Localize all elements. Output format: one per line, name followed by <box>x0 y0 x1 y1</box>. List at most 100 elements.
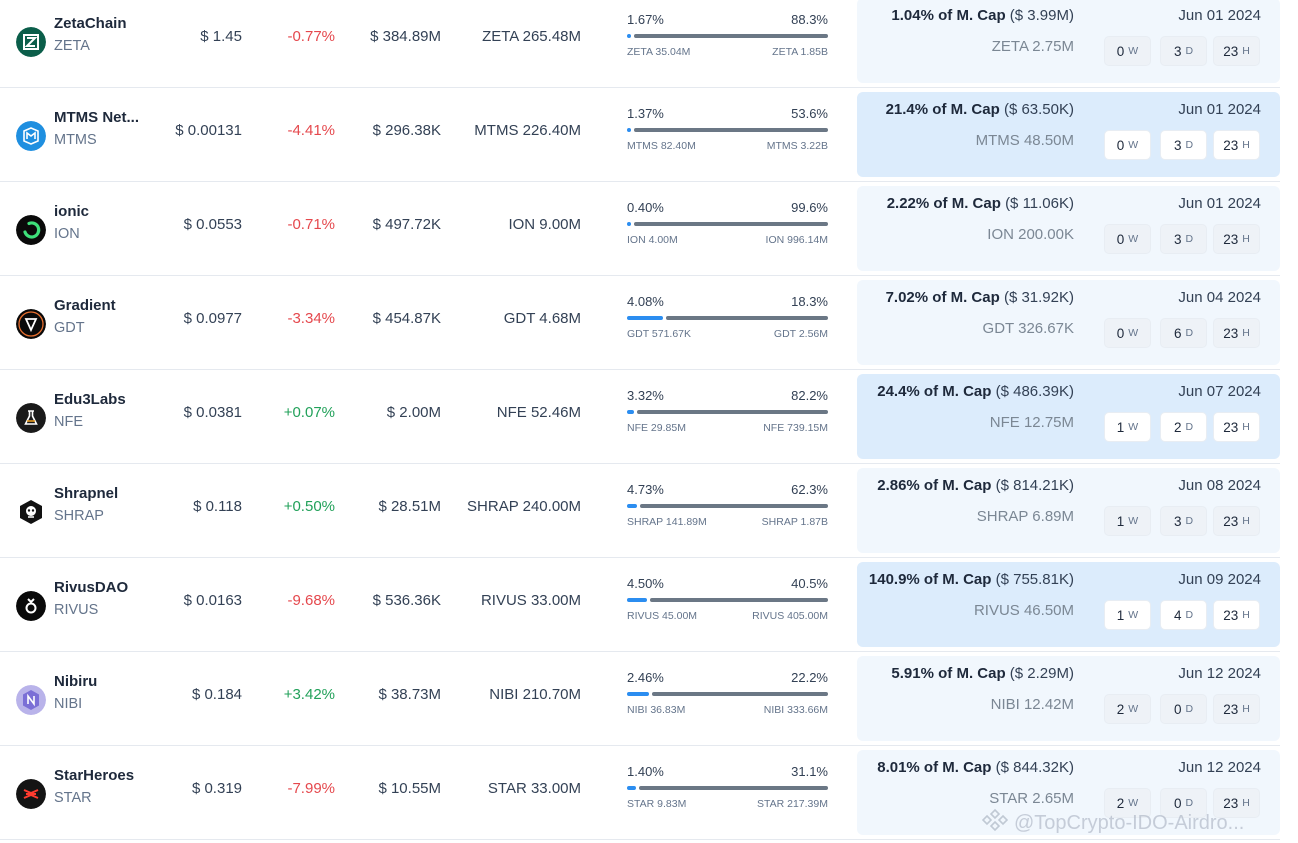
token-name[interactable]: Edu3Labs <box>54 391 126 408</box>
total-amount: ZETA 1.85B <box>772 46 828 58</box>
token-ticker: NIBI <box>54 696 83 712</box>
supply-distribution: 0.40% 99.6% ION 4.00M ION 996.14M <box>627 200 828 250</box>
unlock-market-cap-share: 8.01% of M. Cap ($ 844.32K) <box>877 759 1074 776</box>
token-name[interactable]: Nibiru <box>54 673 98 690</box>
unlock-card[interactable]: 5.91% of M. Cap ($ 2.29M) NIBI 12.42M Ju… <box>857 656 1280 741</box>
unlock-card[interactable]: 1.04% of M. Cap ($ 3.99M) ZETA 2.75M Jun… <box>857 0 1280 83</box>
table-row[interactable]: ZetaChain ZETA $ 1.45 -0.77% $ 384.89M Z… <box>0 0 1280 88</box>
market-cap: $ 384.89M <box>370 28 441 45</box>
table-row[interactable]: ionic ION $ 0.0553 -0.71% $ 497.72K ION … <box>0 182 1280 276</box>
unlock-date: Jun 04 2024 <box>1178 289 1261 306</box>
market-cap: $ 454.87K <box>372 310 441 327</box>
token-ticker: RIVUS <box>54 602 99 618</box>
unlock-percent: 24.4% of M. Cap <box>877 383 992 400</box>
unlock-amount: SHRAP 6.89M <box>976 508 1074 525</box>
unlock-value: ($ 31.92K) <box>1003 289 1074 306</box>
table-row[interactable]: MTMS Net... MTMS $ 0.00131 -4.41% $ 296.… <box>0 88 1280 182</box>
locked-percent: 62.3% <box>791 482 828 497</box>
unlock-amount: GDT 326.67K <box>982 320 1074 337</box>
token-name[interactable]: Shrapnel <box>54 485 119 502</box>
unlock-percent: 8.01% of M. Cap <box>877 759 992 776</box>
unlock-card[interactable]: 21.4% of M. Cap ($ 63.50K) MTMS 48.50M J… <box>857 92 1280 177</box>
circulating-percent: 4.73% <box>627 482 664 497</box>
circulating-amount: NFE 29.85M <box>627 422 686 434</box>
unlock-card[interactable]: 8.01% of M. Cap ($ 844.32K) STAR 2.65M J… <box>857 750 1280 835</box>
countdown-hours: 23 H <box>1213 224 1260 254</box>
unlock-card[interactable]: 2.22% of M. Cap ($ 11.06K) ION 200.00K J… <box>857 186 1280 271</box>
price-change: +0.07% <box>283 404 335 421</box>
token-price: $ 0.0977 <box>183 310 242 327</box>
table-row[interactable]: Edu3Labs NFE $ 0.0381 +0.07% $ 2.00M NFE… <box>0 370 1280 464</box>
supply-distribution: 1.37% 53.6% MTMS 82.40M MTMS 3.22B <box>627 106 828 156</box>
token-name[interactable]: RivusDAO <box>54 579 129 596</box>
total-amount: SHRAP 1.87B <box>761 516 828 528</box>
unlock-card[interactable]: 2.86% of M. Cap ($ 814.21K) SHRAP 6.89M … <box>857 468 1280 553</box>
circulating-amount: GDT 571.67K <box>627 328 692 340</box>
table-row[interactable]: Nibiru NIBI $ 0.184 +3.42% $ 38.73M NIBI… <box>0 652 1280 746</box>
unlock-date: Jun 01 2024 <box>1178 101 1261 118</box>
total-amount: NFE 739.15M <box>763 422 828 434</box>
token-price: $ 0.184 <box>191 686 242 703</box>
table-row[interactable]: Shrapnel SHRAP $ 0.118 +0.50% $ 28.51M S… <box>0 464 1280 558</box>
unlock-card[interactable]: 24.4% of M. Cap ($ 486.39K) NFE 12.75M J… <box>857 374 1280 459</box>
market-cap: $ 10.55M <box>378 780 441 797</box>
circulating-amount: RIVUS 45.00M <box>627 610 698 622</box>
locked-percent: 53.6% <box>791 106 828 121</box>
market-cap: $ 2.00M <box>386 404 441 421</box>
unlock-date: Jun 07 2024 <box>1178 383 1261 400</box>
token-name[interactable]: ZetaChain <box>54 15 127 32</box>
token-ticker: MTMS <box>54 132 97 148</box>
table-row[interactable]: RivusDAO RIVUS $ 0.0163 -9.68% $ 536.36K… <box>0 558 1280 652</box>
market-cap: $ 296.38K <box>372 122 441 139</box>
table-row[interactable]: StarHeroes STAR $ 0.319 -7.99% $ 10.55M … <box>0 746 1280 840</box>
circulating-percent: 0.40% <box>627 200 664 215</box>
unlock-market-cap-share: 24.4% of M. Cap ($ 486.39K) <box>877 383 1074 400</box>
unlock-amount: NFE 12.75M <box>989 414 1074 431</box>
unlock-percent: 140.9% of M. Cap <box>868 571 992 588</box>
locked-percent: 40.5% <box>791 576 828 591</box>
unlock-value: ($ 3.99M) <box>1009 7 1074 24</box>
unlock-card[interactable]: 140.9% of M. Cap ($ 755.81K) RIVUS 46.50… <box>857 562 1280 647</box>
unlock-value: ($ 11.06K) <box>1005 195 1074 212</box>
circulating-percent: 1.40% <box>627 764 664 779</box>
circulating-supply: RIVUS 33.00M <box>480 592 581 609</box>
circulating-amount: ZETA 35.04M <box>627 46 691 58</box>
table-row[interactable]: Gradient GDT $ 0.0977 -3.34% $ 454.87K G… <box>0 276 1280 370</box>
unlock-value: ($ 63.50K) <box>1003 101 1074 118</box>
token-price: $ 0.0553 <box>183 216 242 233</box>
price-change: -7.99% <box>287 780 335 797</box>
gradient-icon <box>16 309 46 339</box>
countdown-hours: 23 H <box>1213 318 1260 348</box>
total-amount: ION 996.14M <box>765 234 828 246</box>
token-name[interactable]: ionic <box>54 203 90 220</box>
unlock-market-cap-share: 2.86% of M. Cap ($ 814.21K) <box>877 477 1074 494</box>
token-name[interactable]: Gradient <box>54 297 116 314</box>
market-cap: $ 28.51M <box>378 498 441 515</box>
unlock-value: ($ 844.32K) <box>995 759 1074 776</box>
price-change: -0.77% <box>287 28 335 45</box>
unlock-card[interactable]: 7.02% of M. Cap ($ 31.92K) GDT 326.67K J… <box>857 280 1280 365</box>
unlock-amount: ZETA 2.75M <box>991 38 1074 55</box>
unlock-value: ($ 814.21K) <box>995 477 1074 494</box>
token-name[interactable]: StarHeroes <box>54 767 135 784</box>
price-change: +3.42% <box>283 686 335 703</box>
token-ticker: GDT <box>54 320 85 336</box>
supply-progress-bar <box>627 128 828 132</box>
total-amount: STAR 217.39M <box>756 798 828 810</box>
price-change: +0.50% <box>283 498 335 515</box>
circulating-supply: GDT 4.68M <box>503 310 581 327</box>
supply-progress-bar <box>627 316 828 320</box>
unlock-value: ($ 2.29M) <box>1009 665 1074 682</box>
unlock-percent: 2.22% of M. Cap <box>886 195 1001 212</box>
countdown-hours: 23 H <box>1213 412 1260 442</box>
rivus-icon <box>16 591 46 621</box>
mtms-icon <box>16 121 46 151</box>
token-name[interactable]: MTMS Net... <box>54 109 139 126</box>
